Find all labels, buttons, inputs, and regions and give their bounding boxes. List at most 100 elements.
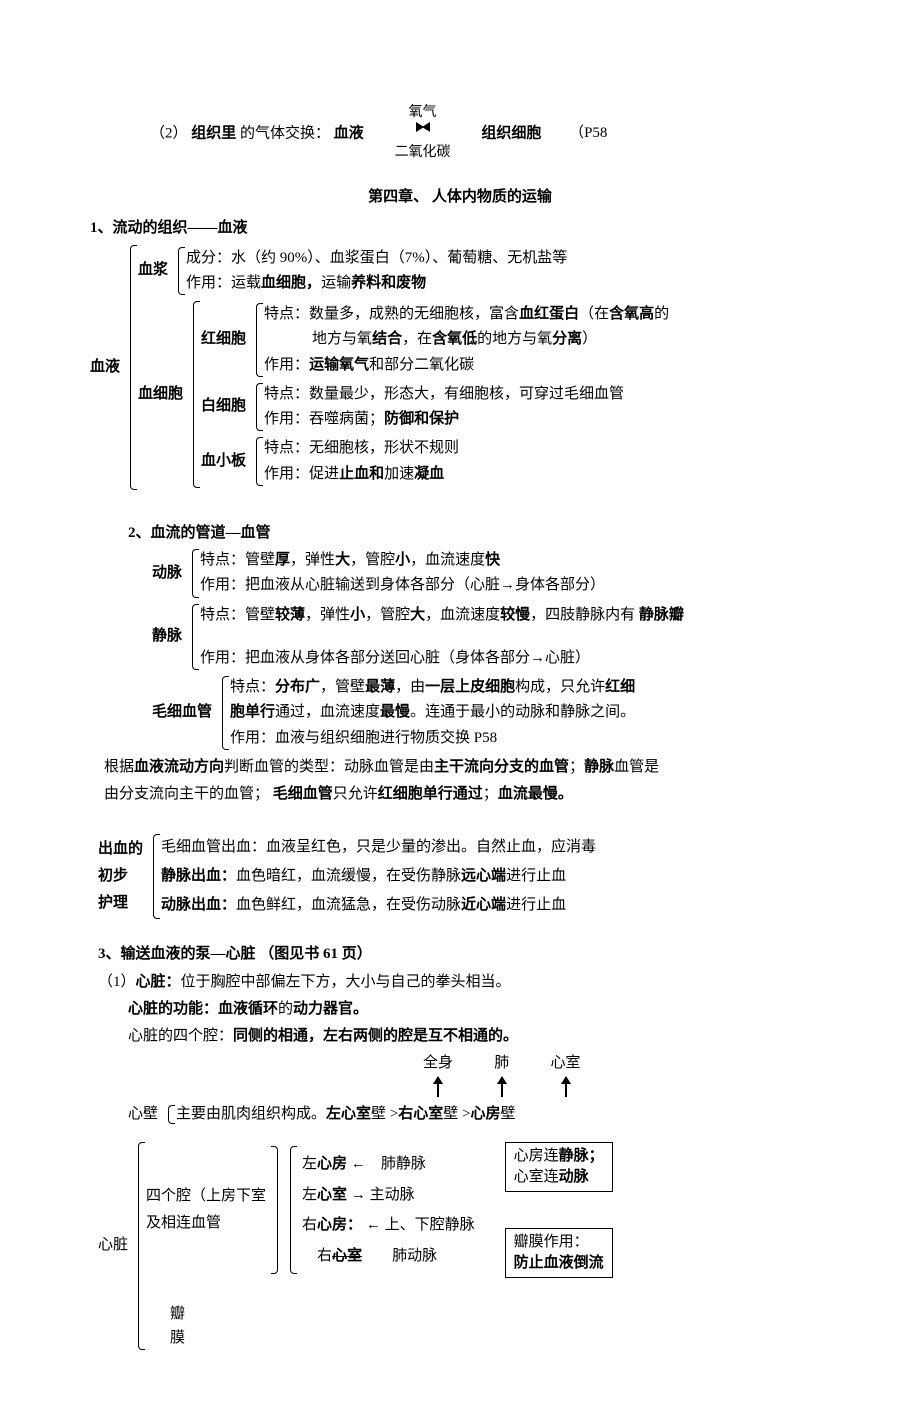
brace-icon xyxy=(132,1140,146,1352)
box-chamber-vessel: 心房连静脉； 心室连动脉 xyxy=(505,1142,613,1192)
artery-branches: 特点：管壁厚，弹性大，管腔小，血流速度快 作用：把血液从心脏输送到身体各部分（心… xyxy=(200,547,830,600)
arrow-left-icon: ← xyxy=(366,1217,381,1233)
four-chambers-row: 四个腔（上房下室 及相连血管 左心房 ← 肺静脉 左心室 → 主动脉 xyxy=(146,1142,613,1278)
chamber-4: 右心室 肺动脉 xyxy=(302,1242,475,1271)
brace-icon xyxy=(187,299,201,490)
chamber-2: 左心室 → 主动脉 xyxy=(302,1181,475,1210)
rbc-label: 红细胞 xyxy=(201,328,250,351)
plasma-branches: 成分：水（约 90%）、血浆蛋白（7%）、葡萄糖、无机盐等 作用：运载血细胞，运… xyxy=(186,245,830,298)
heart-branches: 四个腔（上房下室 及相连血管 左心房 ← 肺静脉 左心室 → 主动脉 xyxy=(146,1140,613,1352)
plasma-line2: 作用：运载血细胞，运输养料和废物 xyxy=(186,272,830,295)
brace-close-icon xyxy=(270,1144,284,1276)
plasma-tree: 血浆 成分：水（约 90%）、血浆蛋白（7%）、葡萄糖、无机盐等 作用：运载血细… xyxy=(138,245,830,298)
plt-tree: 血小板 特点：无细胞核，形状不规则 作用：促进止血和加速凝血 xyxy=(201,435,830,488)
plt-line2: 作用：促进止血和加速凝血 xyxy=(264,463,830,486)
wall-text: 主要由肌肉组织构成。左心室壁 >右心室壁 >心房壁 xyxy=(176,1103,830,1126)
cap-f: 作用：血液与组织细胞进行物质交换 P58 xyxy=(230,727,830,750)
vein-t: 特点：管壁较薄，弹性小，管腔大，血流速度较慢，四肢静脉内有 静脉瓣 xyxy=(200,604,830,627)
bleed-cap: 毛细血管出血：血液呈红色，只是少量的渗出。自然止血，应消毒 xyxy=(161,834,830,861)
cap-label: 毛细血管 xyxy=(152,701,216,724)
valve-label: 瓣 膜 xyxy=(170,1302,613,1350)
sec2: 2、血流的管道—血管 动脉 特点：管壁厚，弹性大，管腔小，血流速度快 作用：把血… xyxy=(128,522,830,807)
bleed-label: 出血的 初步 护理 xyxy=(98,836,147,917)
four-label: 四个腔（上房下室 及相连血管 xyxy=(146,1183,270,1237)
bleed-vein: 静脉出血：血色暗红，血流缓慢，在受伤静脉远心端进行止血 xyxy=(161,863,830,890)
heart-row: 心脏 四个腔（上房下室 及相连血管 xyxy=(98,1138,830,1354)
chamber-3: 右心房： ← 上、下腔静脉 xyxy=(302,1211,475,1240)
plasma-label: 血浆 xyxy=(138,259,172,282)
brace-icon xyxy=(147,832,161,921)
four-chambers-tree: 四个腔（上房下室 及相连血管 左心房 ← 肺静脉 左心室 → 主动脉 xyxy=(146,1144,475,1276)
wbc-label: 白细胞 xyxy=(201,395,250,418)
plt-branches: 特点：无细胞核，形状不规则 作用：促进止血和加速凝血 xyxy=(264,435,830,488)
cells-branches: 红细胞 特点：数量多，成熟的无细胞核，富含血红蛋白（在含氧高的 地方与氧结合，在… xyxy=(201,299,830,490)
exchange-left: 血液 xyxy=(334,125,364,141)
wbc-tree: 白细胞 特点：数量最少，形态大，有细胞核，可穿过毛细血管 作用：吞噬病菌；防御和… xyxy=(201,381,830,434)
rbc-line3: 作用：运输氧气和部分二氧化碳 xyxy=(264,354,830,377)
sec1-root-label: 血液 xyxy=(90,356,124,379)
chambers-list: 左心房 ← 肺静脉 左心室 → 主动脉 右心房： ← 上、下腔静脉 右心室 肺动… xyxy=(302,1148,475,1272)
cap-t2: 胞单行通过，血流速度最慢。连通于最小的动脉和静脉之间。 xyxy=(230,701,830,724)
exchange-right: 组织细胞 xyxy=(481,125,541,141)
bleed-branches: 毛细血管出血：血液呈红色，只是少量的渗出。自然止血，应消毒 静脉出血：血色暗红，… xyxy=(161,832,830,921)
vein-label: 静脉 xyxy=(152,625,186,648)
vein-f: 作用：把血液从身体各部分送回心脏（身体各部分→心脏） xyxy=(200,647,830,670)
sec3-p2: 心脏的功能：血液循环的动力器官。 xyxy=(128,998,830,1021)
up-arrows-row xyxy=(408,1076,830,1099)
brace-icon xyxy=(162,1103,176,1126)
plasma-line1: 成分：水（约 90%）、血浆蛋白（7%）、葡萄糖、无机盐等 xyxy=(186,247,830,270)
sec1-tree: 血液 血浆 成分：水（约 90%）、血浆蛋白（7%）、葡萄糖、无机盐等 作用：运… xyxy=(90,243,830,492)
up-arrow-icon xyxy=(501,1077,503,1097)
plt-line1: 特点：无细胞核，形状不规则 xyxy=(264,437,830,460)
wbc-line1: 特点：数量最少，形态大，有细胞核，可穿过毛细血管 xyxy=(264,383,830,406)
exchange-row: （2） 组织里 的气体交换： 血液 氧气 二氧化碳 组织细胞 （P58 xyxy=(150,110,830,158)
arrow-bottom-label: 二氧化碳 xyxy=(368,142,478,164)
brace-icon xyxy=(186,602,200,673)
cells-label: 血细胞 xyxy=(138,383,187,406)
sec3-heading: 3、输送血液的泵—心脏 （图见书 61 页） xyxy=(98,943,830,966)
brace-icon xyxy=(186,547,200,600)
cells-tree: 血细胞 红细胞 特点：数量多，成熟的无细胞核，富含血红蛋白（在含氧高的 地方与氧… xyxy=(138,299,830,490)
sec3-p1: （1）心脏：位于胸腔中部偏左下方，大小与自己的拳头相当。 xyxy=(98,971,830,994)
arrow-top-label: 氧气 xyxy=(368,102,478,124)
heart-tree: 心脏 四个腔（上房下室 及相连血管 xyxy=(98,1140,613,1352)
sec2-heading: 2、血流的管道—血管 xyxy=(128,522,830,545)
cap-tree: 毛细血管 特点：分布广，管壁最薄，由一层上皮细胞构成，只允许红细 胞单行通过，血… xyxy=(152,674,830,752)
rbc-line1: 特点：数量多，成熟的无细胞核，富含血红蛋白（在含氧高的 xyxy=(264,303,830,326)
up-arrow-icon xyxy=(565,1077,567,1097)
brace-icon xyxy=(250,381,264,434)
sec2-summary1: 根据血液流动方向判断血管的类型：动脉血管是由主干流向分支的血管；静脉血管是 xyxy=(104,756,830,779)
chamber-1: 左心房 ← 肺静脉 xyxy=(302,1150,475,1179)
spacer xyxy=(200,629,830,645)
artery-tree: 动脉 特点：管壁厚，弹性大，管腔小，血流速度快 作用：把血液从心脏输送到身体各部… xyxy=(152,547,830,600)
rbc-line2: 地方与氧结合，在含氧低的地方与氧分离） xyxy=(264,328,830,351)
brace-icon xyxy=(250,301,264,379)
sec1-heading: 1、流动的组织——血液 xyxy=(90,217,830,240)
sec3-p3: 心脏的四个腔：同侧的相通，左右两侧的腔是互不相通的。 xyxy=(128,1025,830,1048)
chapter-title: 第四章、 人体内物质的运输 xyxy=(90,186,830,209)
top-labels-row: 全身 肺 心室 xyxy=(408,1052,830,1075)
cap-t1: 特点：分布广，管壁最薄，由一层上皮细胞构成，只允许红细 xyxy=(230,676,830,699)
sec2-summary2: 由分支流向主干的血管； 毛细血管只允许红细胞单行通过；血流最慢。 xyxy=(104,783,830,806)
up-arrow-icon xyxy=(437,1077,439,1097)
brace-icon xyxy=(284,1144,298,1276)
wall-label: 心壁 xyxy=(128,1103,162,1126)
artery-label: 动脉 xyxy=(152,562,186,585)
heart-root-label: 心脏 xyxy=(98,1234,132,1257)
page: （2） 组织里 的气体交换： 血液 氧气 二氧化碳 组织细胞 （P58 第四章、… xyxy=(0,0,920,1414)
heart-boxes: 心房连静脉； 心室连动脉 瓣膜作用： 防止血液倒流 xyxy=(505,1142,613,1278)
bleed-tree: 出血的 初步 护理 毛细血管出血：血液呈红色，只是少量的渗出。自然止血，应消毒 … xyxy=(98,832,830,921)
exchange-title-bold: 组织里 xyxy=(191,125,236,141)
sec1-branches: 血浆 成分：水（约 90%）、血浆蛋白（7%）、葡萄糖、无机盐等 作用：运载血细… xyxy=(138,243,830,492)
wall-tree: 心壁 主要由肌肉组织构成。左心室壁 >右心室壁 >心房壁 xyxy=(128,1103,830,1126)
bleed-art: 动脉出血：血色鲜红，血流猛急，在受伤动脉近心端进行止血 xyxy=(161,892,830,919)
rbc-branches: 特点：数量多，成熟的无细胞核，富含血红蛋白（在含氧高的 地方与氧结合，在含氧低的… xyxy=(264,301,830,379)
rbc-tree: 红细胞 特点：数量多，成熟的无细胞核，富含血红蛋白（在含氧高的 地方与氧结合，在… xyxy=(201,301,830,379)
artery-t: 特点：管壁厚，弹性大，管腔小，血流速度快 xyxy=(200,549,830,572)
sec3: 3、输送血液的泵—心脏 （图见书 61 页） （1）心脏：位于胸腔中部偏左下方，… xyxy=(98,943,830,1354)
wbc-line2: 作用：吞噬病菌；防御和保护 xyxy=(264,408,830,431)
exchange-title-rest: 的气体交换： xyxy=(240,125,330,141)
exchange-prefix: （2） xyxy=(150,125,188,141)
box-valve: 瓣膜作用： 防止血液倒流 xyxy=(505,1228,613,1278)
wbc-branches: 特点：数量最少，形态大，有细胞核，可穿过毛细血管 作用：吞噬病菌；防御和保护 xyxy=(264,381,830,434)
